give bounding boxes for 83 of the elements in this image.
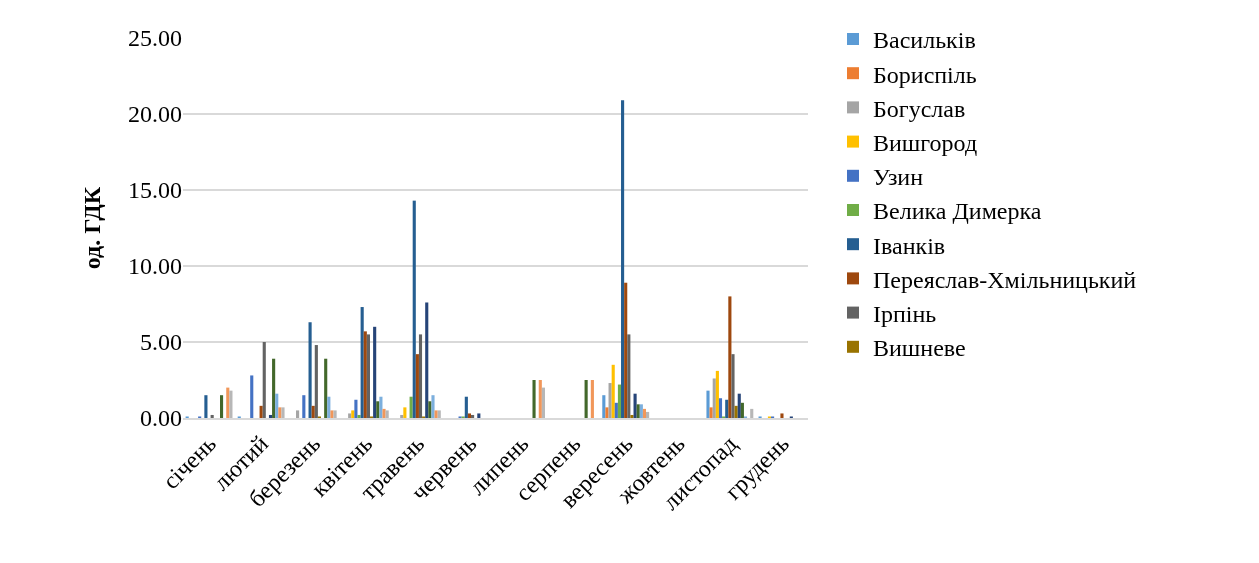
bar: [415, 354, 419, 418]
bar: [608, 383, 612, 418]
bar: [311, 405, 315, 418]
bar: [734, 405, 738, 418]
bar: [712, 378, 716, 418]
bar: [400, 414, 404, 418]
bar: [602, 395, 606, 418]
bar: [728, 296, 732, 418]
bar: [204, 395, 208, 418]
bar: [630, 414, 634, 418]
bar: [740, 402, 744, 418]
y-tick-label: 15.00: [128, 177, 182, 204]
bar: [308, 322, 312, 418]
bar: [409, 396, 413, 418]
bar: [471, 414, 475, 418]
legend-label: Вишневе: [873, 335, 966, 362]
bar: [715, 370, 719, 418]
y-tick-label: 25.00: [128, 25, 182, 52]
bar: [584, 380, 588, 418]
bar: [538, 380, 542, 418]
bar: [379, 396, 383, 418]
bar: [376, 401, 380, 418]
bar: [418, 334, 423, 418]
bar: [412, 200, 416, 418]
bar: [624, 282, 628, 418]
bar: [403, 407, 407, 418]
bar: [614, 402, 618, 418]
bar: [259, 405, 263, 418]
legend-label: Бориспіль: [873, 61, 977, 88]
legend-label: Вишгород: [873, 129, 978, 156]
bar: [431, 395, 435, 418]
y-axis-title: од. ГДК: [79, 186, 106, 270]
bar: [731, 354, 735, 418]
legend-label: Переяслав-Хмільницький: [873, 266, 1137, 293]
bar: [627, 334, 631, 418]
bar: [477, 413, 481, 418]
legend-label: Узин: [873, 164, 924, 191]
bar: [275, 393, 279, 418]
bar: [262, 342, 266, 418]
bar: [532, 380, 536, 418]
bar: [780, 413, 784, 418]
legend-label: Васильків: [873, 27, 976, 54]
bar: [706, 390, 710, 418]
bar: [425, 302, 429, 418]
bar: [467, 413, 472, 418]
bar: [250, 375, 254, 418]
bar: [354, 399, 358, 418]
bar: [327, 396, 331, 418]
bar: [210, 414, 214, 418]
bar: [750, 408, 754, 418]
bar: [219, 395, 224, 418]
bar: [268, 414, 273, 418]
bar: [296, 410, 300, 418]
bar: [725, 399, 729, 418]
bar: [611, 364, 615, 418]
bar: [646, 411, 650, 418]
bar: [464, 396, 468, 418]
bar: [642, 408, 647, 418]
legend-label: Ірпінь: [873, 300, 937, 327]
bar: [360, 307, 364, 418]
bar: [590, 380, 594, 418]
bar: [272, 358, 276, 418]
bar: [605, 407, 609, 418]
bar: [324, 358, 328, 418]
bar: [541, 387, 545, 418]
y-tick-label: 10.00: [128, 253, 182, 280]
y-tick-label: 0.00: [140, 405, 182, 432]
bar: [709, 407, 713, 418]
y-tick-label: 20.00: [128, 101, 182, 128]
bar: [357, 414, 361, 418]
bar: [314, 345, 318, 418]
bar: [373, 326, 377, 418]
bar: [617, 384, 622, 418]
bar: [428, 401, 432, 418]
bar: [621, 100, 625, 418]
bar: [633, 393, 637, 418]
bar: [737, 393, 741, 418]
legend-label: Велика Димерка: [873, 198, 1042, 225]
legend-label: Богуслав: [873, 95, 966, 122]
y-tick-label: 5.00: [140, 329, 182, 356]
bar: [718, 398, 723, 418]
legend-label: Іванків: [873, 232, 946, 259]
bar: [302, 395, 306, 418]
